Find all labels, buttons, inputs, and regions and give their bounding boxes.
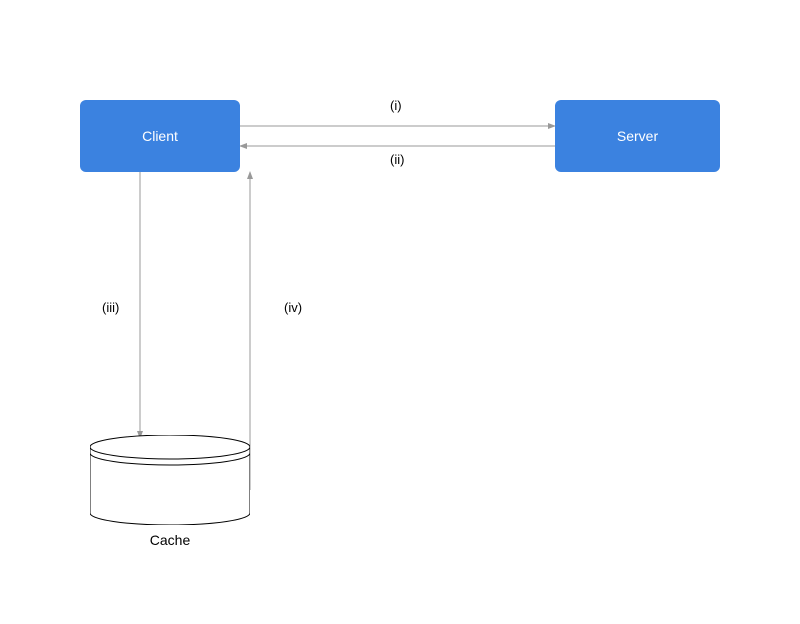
diagram-canvas: Client Server Cache (i) (ii) (iii) (iv) (0, 0, 800, 624)
edge-label-iii: (iii) (100, 300, 121, 315)
edge-label-iv: (iv) (282, 300, 304, 315)
edge-label-ii: (ii) (388, 152, 406, 167)
node-server: Server (555, 100, 720, 172)
node-client: Client (80, 100, 240, 172)
node-client-label: Client (142, 128, 178, 144)
cylinder-icon (90, 435, 250, 525)
edge-label-i: (i) (388, 98, 404, 113)
node-cache-label: Cache (90, 532, 250, 548)
node-server-label: Server (617, 128, 658, 144)
node-cache (90, 435, 250, 525)
cache-label-text: Cache (150, 532, 190, 548)
